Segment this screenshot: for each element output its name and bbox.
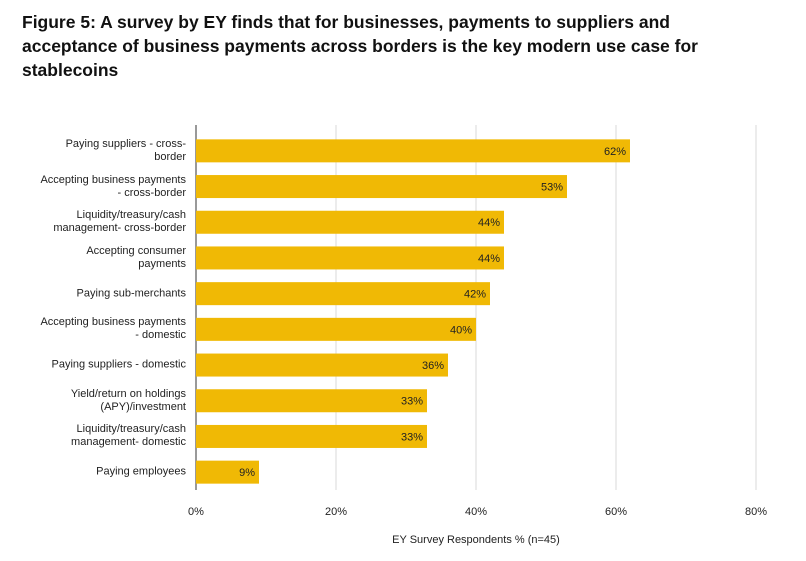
chart-title: Figure 5: A survey by EY finds that for … bbox=[22, 12, 698, 80]
value-label: 40% bbox=[450, 324, 472, 336]
y-tick-label: Paying suppliers - cross-border bbox=[65, 137, 186, 163]
y-tick-label: Liquidity/treasury/cash management- dome… bbox=[71, 423, 186, 449]
value-label: 53% bbox=[541, 181, 563, 193]
value-label: 62% bbox=[604, 146, 626, 158]
y-tick-label: Accepting business payments - domestic bbox=[40, 316, 186, 342]
y-tick-label: Liquidity/treasury/cash management- cros… bbox=[53, 209, 186, 235]
value-label: 33% bbox=[401, 396, 423, 408]
bar bbox=[196, 246, 504, 270]
x-axis-title: EY Survey Respondents % (n=45) bbox=[392, 534, 560, 546]
x-tick-label: 60% bbox=[605, 506, 627, 518]
bar bbox=[196, 139, 630, 163]
y-tick-label: Accepting consumer payments bbox=[86, 244, 186, 270]
bar bbox=[196, 317, 476, 341]
bar bbox=[196, 353, 448, 377]
x-tick-label: 80% bbox=[745, 506, 767, 518]
value-label: 33% bbox=[401, 431, 423, 443]
bar bbox=[196, 424, 427, 448]
x-tick-label: 0% bbox=[188, 506, 204, 518]
bar bbox=[196, 210, 504, 234]
y-tick-label: Paying suppliers - domestic bbox=[51, 358, 186, 371]
y-tick-label: Paying sub-merchants bbox=[76, 287, 186, 300]
value-label: 44% bbox=[478, 217, 500, 229]
bar bbox=[196, 389, 427, 413]
value-label: 9% bbox=[239, 467, 255, 479]
y-tick-label: Paying employees bbox=[96, 465, 186, 478]
value-label: 36% bbox=[422, 360, 444, 372]
y-tick-label: Yield/return on holdings (APY)/investmen… bbox=[70, 387, 186, 413]
value-label: 44% bbox=[478, 253, 500, 265]
x-tick-label: 20% bbox=[325, 506, 347, 518]
bar bbox=[196, 282, 490, 306]
bar bbox=[196, 460, 259, 484]
bar bbox=[196, 175, 567, 199]
x-tick-label: 40% bbox=[465, 506, 487, 518]
value-label: 42% bbox=[464, 289, 486, 301]
y-tick-label: Accepting business payments - cross-bord… bbox=[40, 173, 186, 199]
